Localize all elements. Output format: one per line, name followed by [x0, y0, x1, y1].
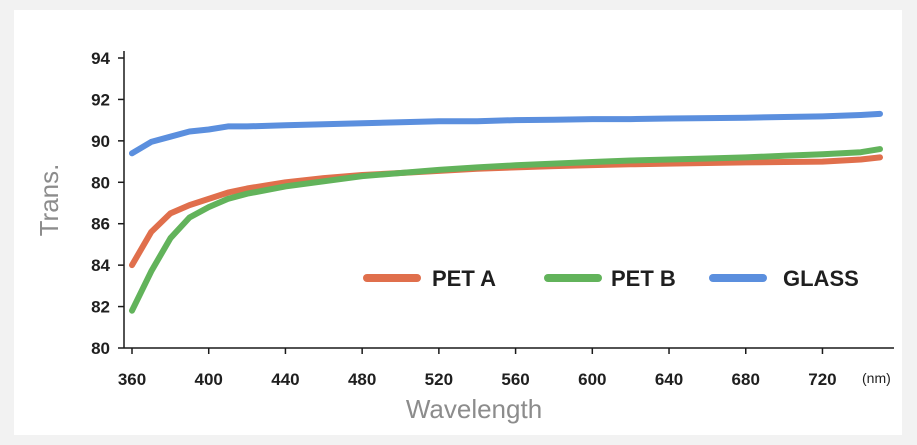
y-tick-label: 82	[91, 298, 110, 317]
legend: PET A PET B GLASS	[363, 266, 859, 291]
chart-panel: 80 82 84 86 80 90 92 94 360 400 440 480 520 560 600 64…	[14, 10, 902, 435]
x-unit-label: (nm)	[862, 370, 891, 386]
x-tick-label: 720	[808, 370, 836, 389]
series-lines	[129, 110, 883, 314]
y-tick-label: 90	[91, 132, 110, 151]
legend-label-pet-a: PET A	[432, 266, 496, 291]
axis-ticks	[118, 57, 824, 354]
y-tick-label: 80	[91, 173, 110, 192]
x-tick-label: 640	[655, 370, 683, 389]
y-axis-title: Trans.	[34, 164, 64, 237]
legend-label-glass: GLASS	[783, 266, 859, 291]
x-tick-label: 600	[578, 370, 606, 389]
x-tick-label: 680	[732, 370, 760, 389]
series-line-pet-b	[129, 146, 883, 314]
x-tick-label: 520	[425, 370, 453, 389]
x-axis-title: Wavelength	[406, 394, 542, 424]
y-tick-label: 86	[91, 215, 110, 234]
x-tick-label: 560	[501, 370, 529, 389]
x-tick-label: 480	[348, 370, 376, 389]
x-tick-labels: 360 400 440 480 520 560 600 640 680 720	[118, 370, 837, 389]
y-tick-label: 84	[91, 256, 110, 275]
x-tick-label: 360	[118, 370, 146, 389]
legend-label-pet-b: PET B	[611, 266, 676, 291]
y-tick-label: 80	[91, 339, 110, 358]
x-tick-label: 400	[195, 370, 223, 389]
y-tick-label: 94	[91, 49, 110, 68]
transmittance-chart: 80 82 84 86 80 90 92 94 360 400 440 480 520 560 600 64…	[34, 49, 894, 424]
y-tick-labels: 80 82 84 86 80 90 92 94	[91, 49, 110, 358]
series-line-glass	[129, 110, 883, 157]
x-tick-label: 440	[271, 370, 299, 389]
series-line-pet-a	[129, 154, 883, 269]
y-tick-label: 92	[91, 90, 110, 109]
